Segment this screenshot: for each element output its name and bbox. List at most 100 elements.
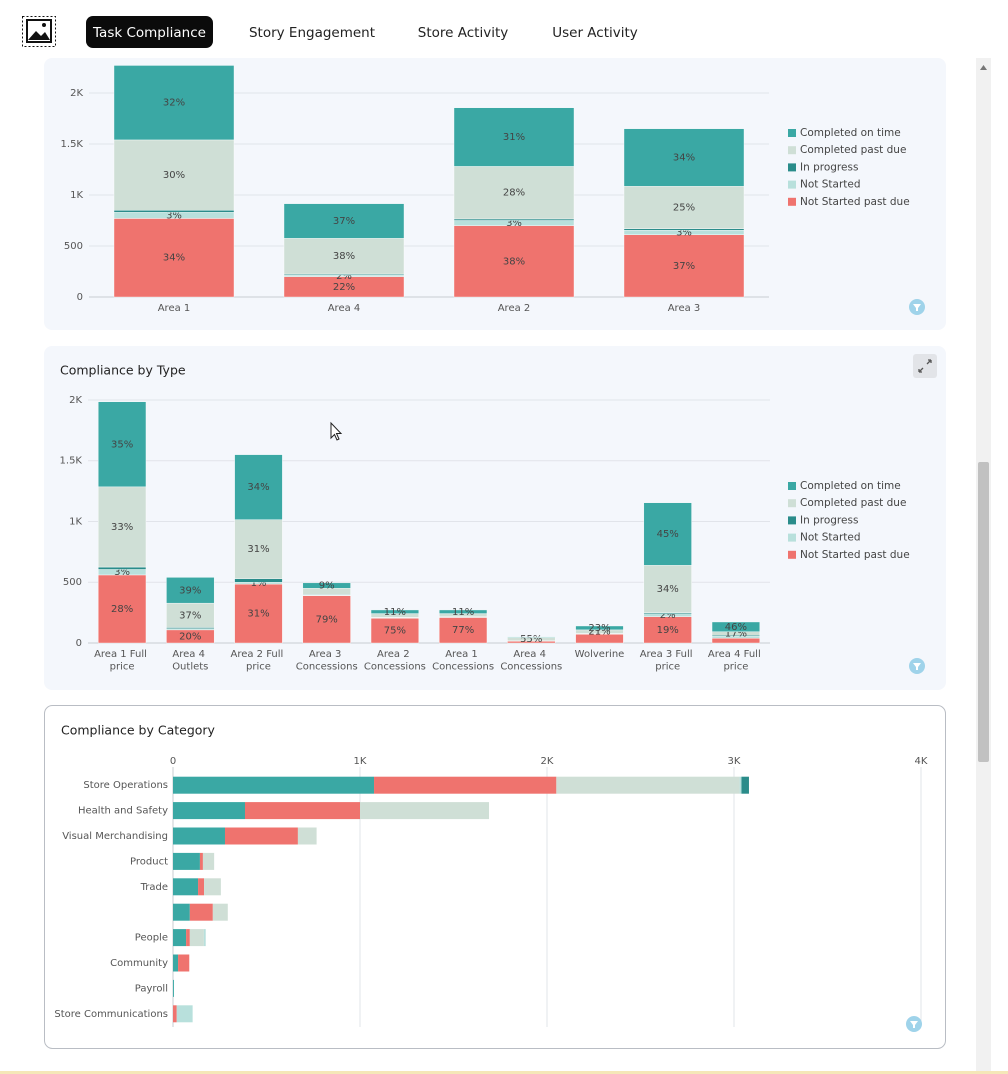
data-label: 38% <box>503 256 525 267</box>
y-tick-label: 500 <box>63 577 82 588</box>
y-tick-label: 1K <box>70 190 83 201</box>
data-label: 1% <box>251 578 267 589</box>
x-tick-label: Area 3 Concessions <box>296 649 358 673</box>
scrollbar-thumb[interactable] <box>978 462 989 762</box>
y-tick-label: Visual Merchandising <box>62 831 168 842</box>
bar-segment <box>643 502 692 566</box>
bar-segment <box>173 1005 177 1023</box>
x-tick-label: Area 4 <box>328 303 361 314</box>
data-label: 31% <box>247 609 269 620</box>
bar-segment <box>234 454 283 520</box>
data-label: 11% <box>384 607 406 618</box>
data-label: 2% <box>336 271 352 282</box>
bar-segment <box>370 609 419 614</box>
bar-segment <box>623 234 745 298</box>
y-tick-label: 2K <box>69 395 82 406</box>
bar-segment <box>739 776 742 794</box>
scroll-up[interactable] <box>980 65 987 70</box>
legend-swatch <box>788 146 796 155</box>
mouse-cursor <box>330 421 343 441</box>
nav-tab[interactable]: Task Compliance <box>92 25 206 41</box>
filter-button[interactable] <box>909 658 925 674</box>
filter-button[interactable] <box>906 1016 922 1032</box>
bar-segment <box>113 210 235 213</box>
data-label: 37% <box>333 216 355 227</box>
nav-tab[interactable]: Story Engagement <box>249 25 375 41</box>
filter-button[interactable] <box>909 299 925 315</box>
bar-segment <box>98 566 147 570</box>
bar-segment <box>98 401 147 488</box>
bar-segment <box>234 583 283 644</box>
bar-segment <box>370 618 419 644</box>
bar-segment <box>453 107 575 167</box>
bar-segment <box>173 903 190 921</box>
bar-segment <box>173 979 174 997</box>
bar-segment <box>204 878 221 896</box>
legend-label: Completed past due <box>800 144 906 156</box>
data-label: 34% <box>657 584 679 595</box>
bar-segment <box>189 929 204 947</box>
legend-swatch <box>788 129 796 137</box>
legend-label: Completed on time <box>800 480 901 492</box>
data-label: 34% <box>673 153 695 164</box>
x-tick-label: Wolverine <box>575 649 625 660</box>
bar-segment <box>234 519 283 579</box>
expand-button[interactable] <box>913 354 937 378</box>
bar-segment <box>113 139 235 211</box>
bar-segment <box>186 929 190 947</box>
bar-segment <box>176 1005 193 1023</box>
filter-glyph <box>910 1021 918 1028</box>
nav-tab[interactable]: User Activity <box>552 25 638 41</box>
bar-segment <box>453 218 575 221</box>
y-tick-label: 1K <box>69 516 82 527</box>
bar-segment <box>166 577 215 604</box>
bar-segment <box>244 802 360 820</box>
legend-label: Completed on time <box>800 127 901 139</box>
y-tick-label: Community <box>110 958 168 969</box>
bar-segment <box>439 609 488 614</box>
bar-segment <box>623 228 745 231</box>
bar-segment <box>166 602 215 628</box>
bar-segment <box>297 827 317 845</box>
bar-segment <box>575 625 624 631</box>
x-tick-label: 4K <box>915 756 928 767</box>
bar-segment <box>189 903 213 921</box>
data-label: 3% <box>676 227 692 238</box>
data-label: 3% <box>166 210 182 221</box>
legend-label: In progress <box>800 514 858 526</box>
card <box>44 705 946 1049</box>
bar-segment <box>203 929 206 947</box>
bar-segment <box>173 776 375 794</box>
data-label: 45% <box>657 529 679 540</box>
legend-swatch <box>788 163 796 172</box>
data-label: 46% <box>725 622 747 633</box>
data-label: 25% <box>673 202 695 213</box>
data-label: 23% <box>588 623 610 634</box>
data-label: 31% <box>247 544 269 555</box>
bar-segment <box>212 903 228 921</box>
data-label: 35% <box>111 439 133 450</box>
x-tick-label: Area 4 Concessions <box>500 649 562 673</box>
data-label: 22% <box>333 282 355 293</box>
data-label: 55% <box>520 634 542 645</box>
bar-segment <box>453 166 575 220</box>
bar-segment <box>360 802 490 820</box>
y-tick-label: 500 <box>64 241 83 252</box>
x-tick-label: 0 <box>170 756 176 767</box>
bar-segment <box>374 776 557 794</box>
y-tick-label: Health and Safety <box>78 806 168 817</box>
x-tick-label: Area 4 Full price <box>708 649 764 673</box>
data-label: 3% <box>114 567 130 578</box>
x-tick-label: Area 4 Outlets <box>172 649 208 673</box>
nav-tab[interactable]: Store Activity <box>418 25 508 41</box>
legend-label: Not Started past due <box>800 196 910 208</box>
data-label: 79% <box>316 614 338 625</box>
y-tick-label: 0 <box>77 292 83 303</box>
bar-segment <box>173 802 245 820</box>
y-tick-label: 1.5K <box>61 139 84 150</box>
y-tick-label: Payroll <box>135 983 168 994</box>
data-label: 11% <box>452 607 474 618</box>
bar-segment <box>202 852 215 870</box>
active-tab-bg <box>86 16 213 48</box>
legend-label: In progress <box>800 161 858 173</box>
